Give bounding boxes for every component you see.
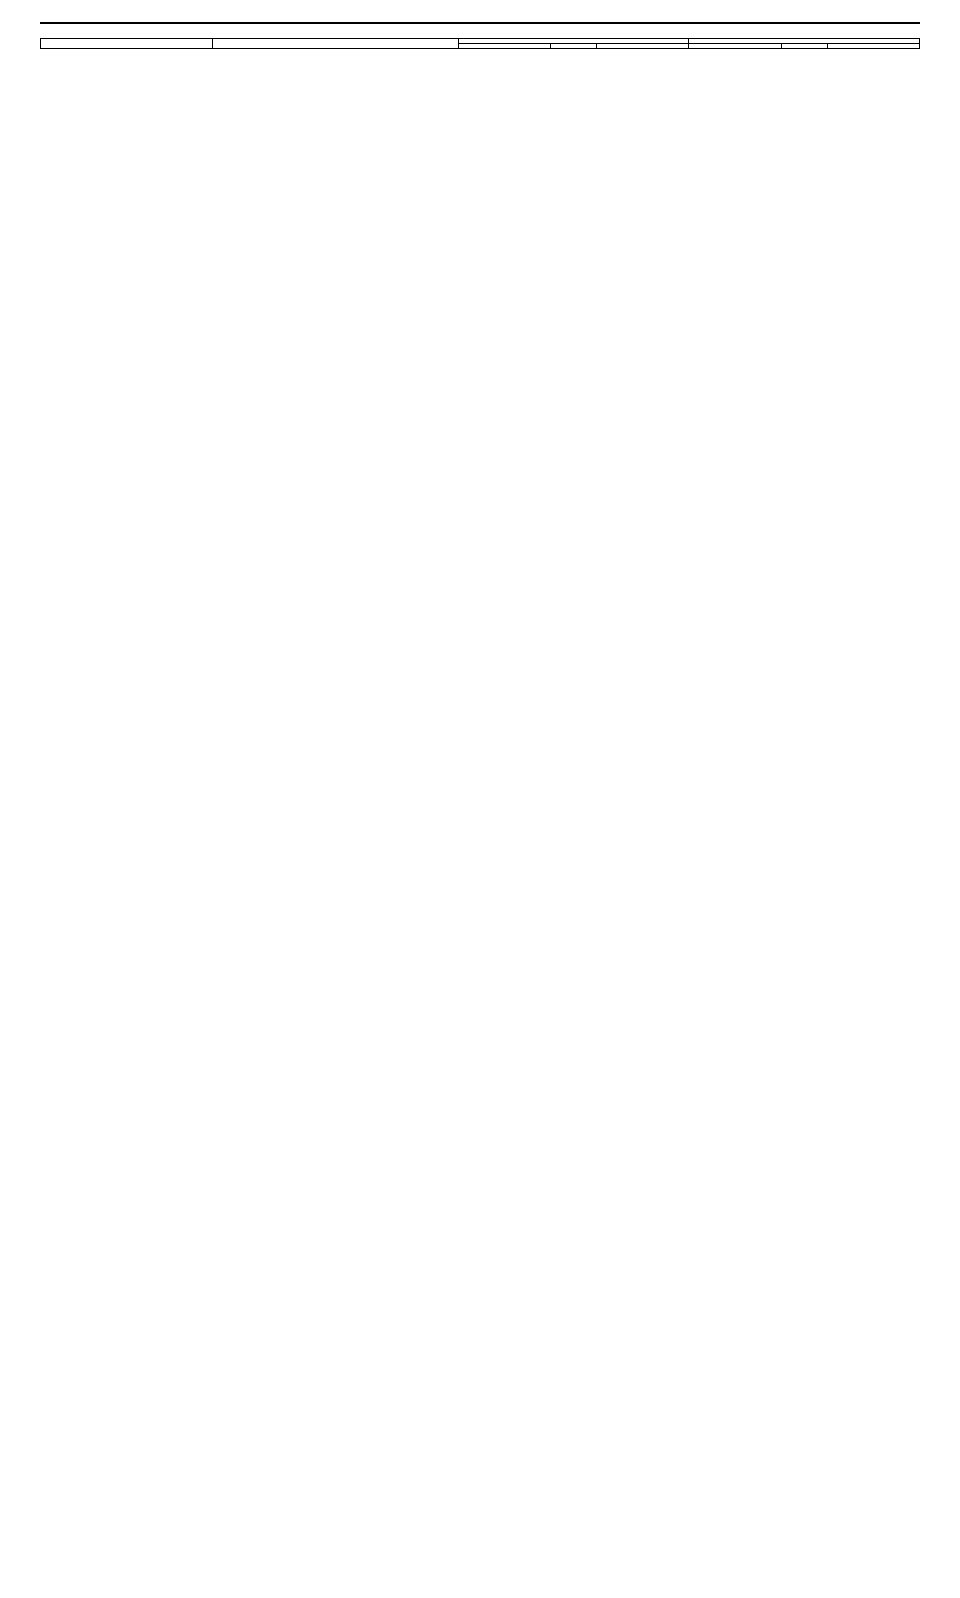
col-szczegoly: [213, 39, 459, 49]
col-kn1: [597, 44, 689, 49]
col-il1: [551, 44, 597, 49]
budget-table: [40, 38, 920, 49]
header-title: [40, 20, 920, 22]
col-il2: [781, 44, 827, 49]
col-dzialania: [41, 39, 213, 49]
col-kn2: [827, 44, 919, 49]
col-kj1: [458, 44, 550, 49]
col-kj2: [689, 44, 781, 49]
